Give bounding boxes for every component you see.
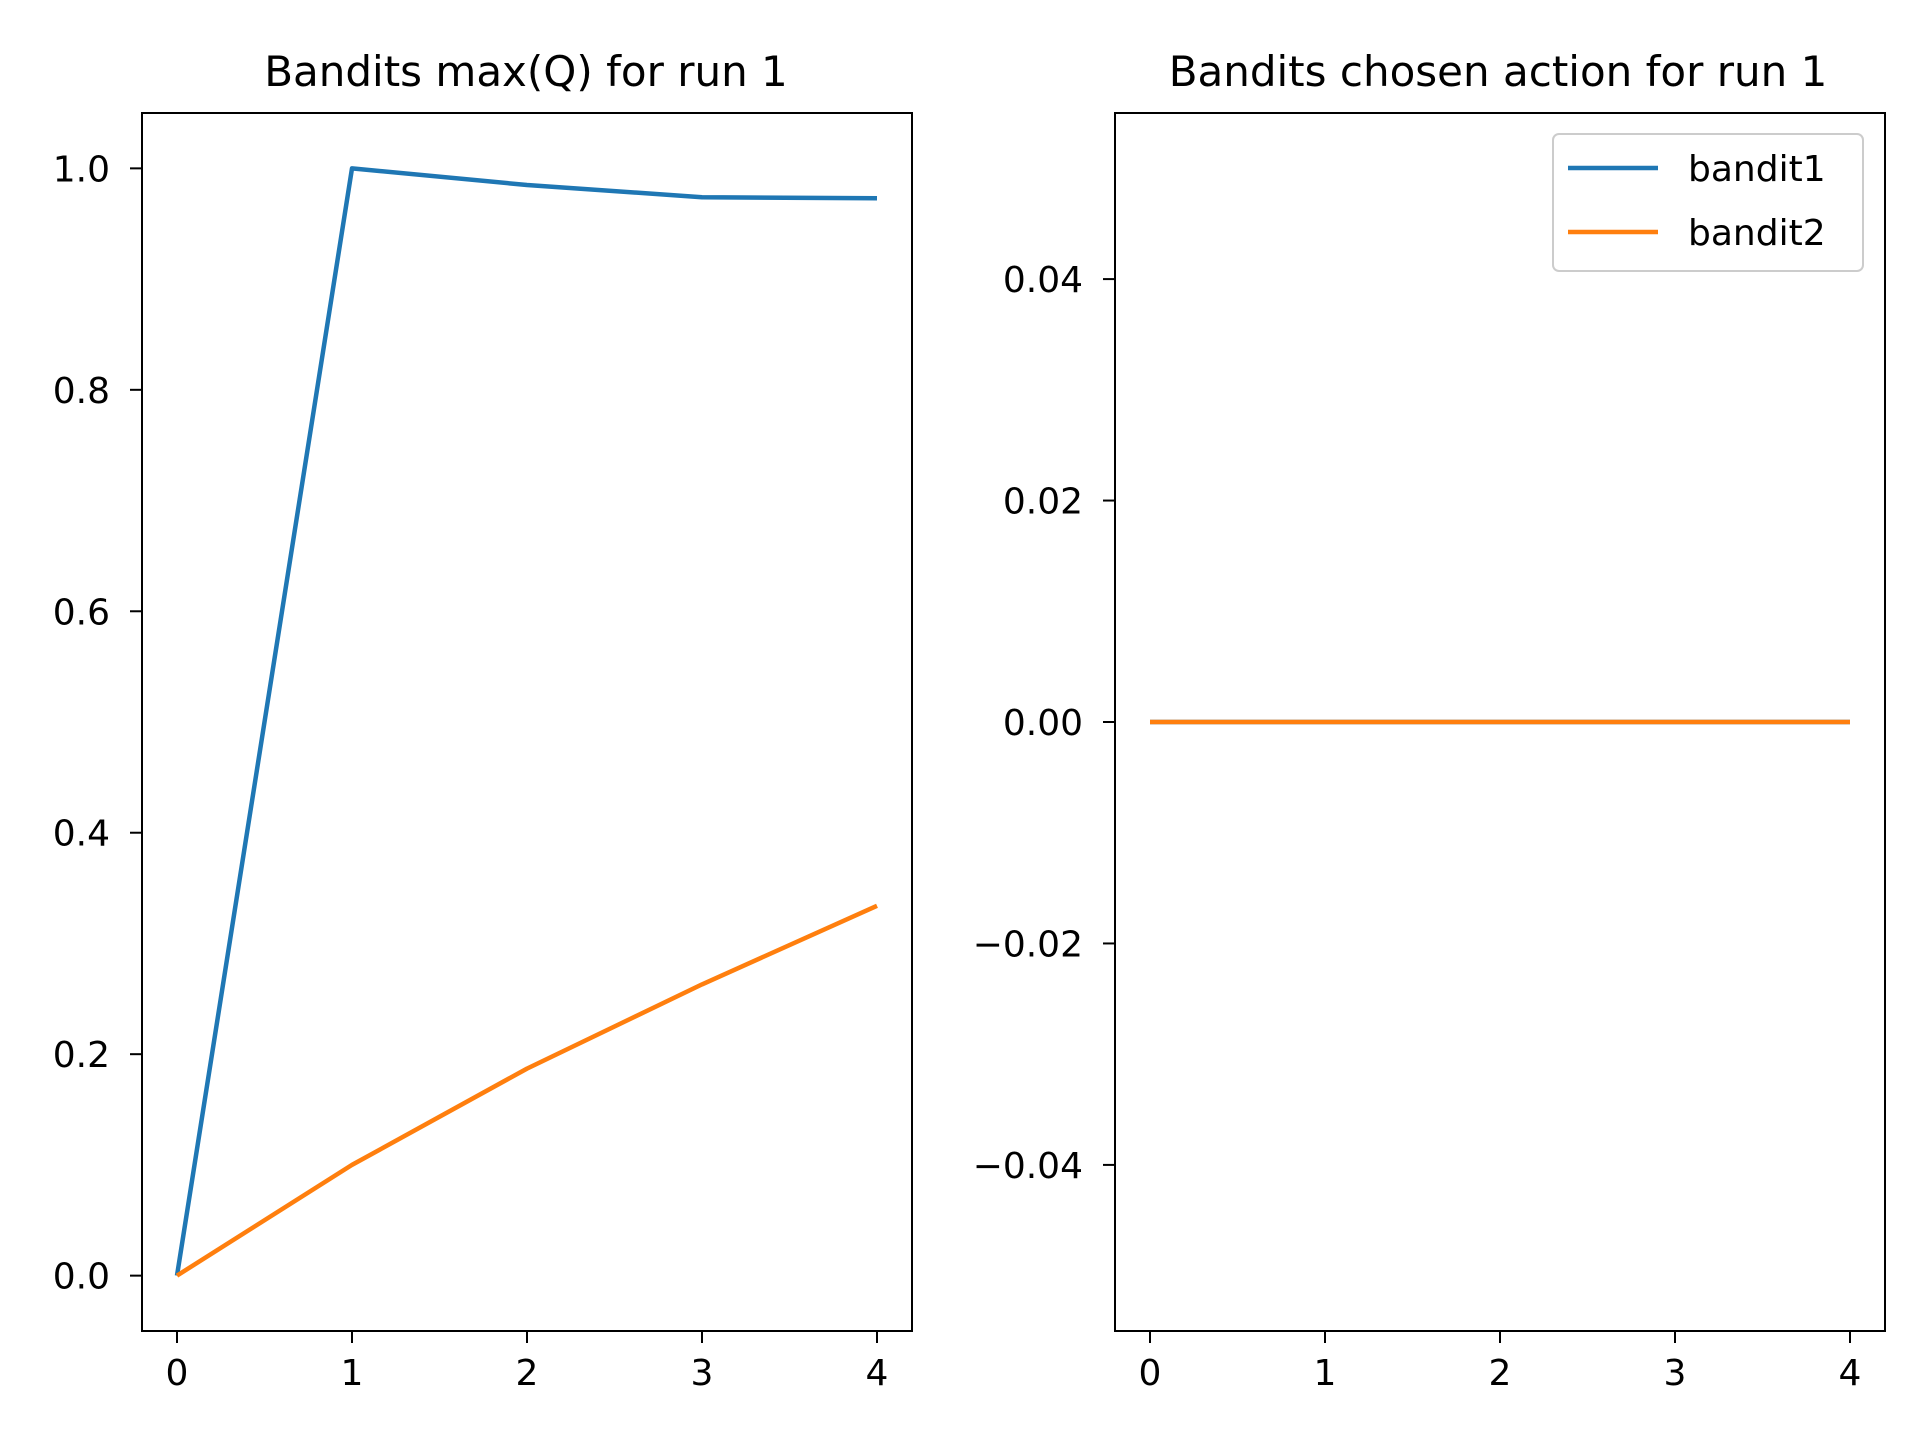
chart-chosen-action: Bandits chosen action for run 1 0 1 2 3 4 −0… bbox=[973, 47, 1886, 1394]
x-tick-label: 0 bbox=[1139, 1353, 1162, 1394]
x-tick-label: 4 bbox=[866, 1353, 889, 1394]
x-tick-label: 3 bbox=[1664, 1353, 1687, 1394]
series-line-bandit2 bbox=[175, 903, 878, 1278]
series-group bbox=[174, 166, 878, 1278]
chart-title: Bandits chosen action for run 1 bbox=[1169, 47, 1828, 96]
y-tick-label: 1.0 bbox=[53, 149, 110, 190]
series-line-bandit1 bbox=[174, 166, 878, 1276]
y-tick-label: 0.00 bbox=[1003, 703, 1083, 744]
plot-frame bbox=[141, 112, 913, 1332]
x-tick-label: 4 bbox=[1839, 1353, 1862, 1394]
y-axis: −0.04 −0.02 0.00 0.02 0.04 bbox=[973, 260, 1115, 1187]
x-tick-label: 2 bbox=[516, 1353, 539, 1394]
x-tick-label: 1 bbox=[1314, 1353, 1337, 1394]
chart-title: Bandits max(Q) for run 1 bbox=[264, 47, 788, 96]
y-tick-label: 0.0 bbox=[53, 1257, 110, 1298]
legend: bandit1 bandit2 bbox=[1552, 133, 1864, 272]
x-axis: 0 1 2 3 4 bbox=[166, 1331, 889, 1394]
y-tick-label: −0.02 bbox=[973, 924, 1083, 965]
y-tick-label: 0.04 bbox=[1003, 260, 1083, 301]
y-tick-label: 0.2 bbox=[53, 1035, 110, 1076]
y-tick-label: 0.8 bbox=[53, 371, 110, 412]
x-axis: 0 1 2 3 4 bbox=[1139, 1331, 1862, 1394]
x-tick-label: 2 bbox=[1489, 1353, 1512, 1394]
y-tick-label: −0.04 bbox=[973, 1146, 1083, 1187]
y-tick-label: 0.4 bbox=[53, 814, 110, 855]
chart-max-q: Bandits max(Q) for run 1 0 1 2 3 4 0.0 0.2 0.4… bbox=[53, 47, 913, 1394]
x-tick-label: 1 bbox=[341, 1353, 364, 1394]
x-tick-label: 3 bbox=[691, 1353, 714, 1394]
legend-label-bandit1: bandit1 bbox=[1688, 149, 1826, 190]
x-tick-label: 0 bbox=[166, 1353, 189, 1394]
y-tick-label: 0.02 bbox=[1003, 482, 1083, 523]
y-tick-label: 0.6 bbox=[53, 592, 110, 633]
y-axis: 0.0 0.2 0.4 0.6 0.8 1.0 bbox=[53, 149, 142, 1298]
legend-label-bandit2: bandit2 bbox=[1688, 213, 1826, 254]
plot-frame bbox=[1114, 112, 1886, 1332]
